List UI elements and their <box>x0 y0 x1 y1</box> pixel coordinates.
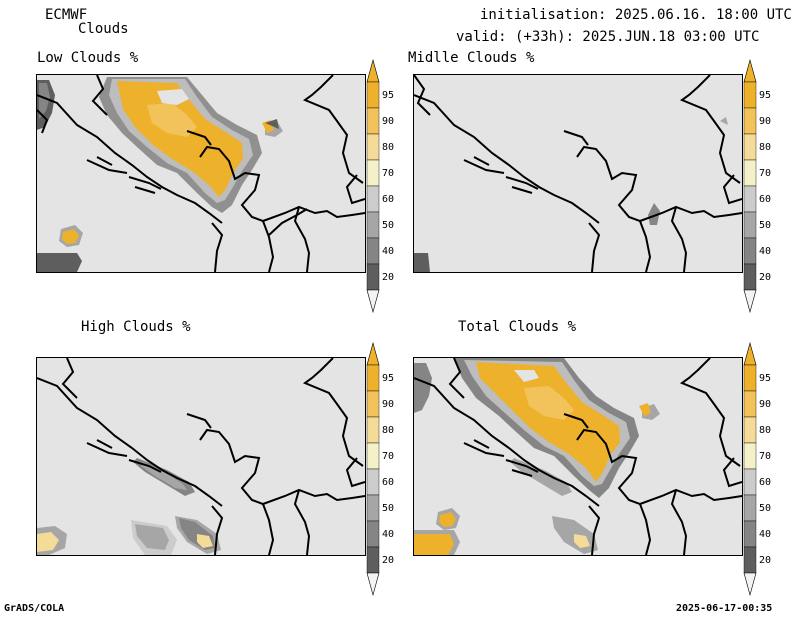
colorbar-label: 95 <box>759 373 771 384</box>
colorbar-swatch-20 <box>366 263 380 291</box>
colorbar-label: 70 <box>759 168 771 179</box>
colorbar-swatch-80 <box>743 416 757 444</box>
colorbar-label: 90 <box>759 399 771 410</box>
colorbar-top-arrow <box>743 58 757 83</box>
colorbar-low: 95 90 80 70 60 50 40 20 <box>364 58 408 314</box>
colorbar-label: 60 <box>382 194 394 205</box>
colorbar-label: 20 <box>382 272 394 283</box>
colorbar-label: 20 <box>759 272 771 283</box>
colorbar-high: 95 90 80 70 60 50 40 20 <box>364 341 408 597</box>
colorbar-label: 50 <box>759 503 771 514</box>
colorbar-swatch-70 <box>743 442 757 470</box>
low-clouds-title: Low Clouds % <box>37 50 139 66</box>
middle-clouds-title: Midlle Clouds % <box>408 50 535 66</box>
colorbar-swatch-90 <box>366 390 380 418</box>
colorbar-top-arrow <box>366 341 380 366</box>
colorbar-swatch-40 <box>366 520 380 548</box>
colorbar-swatch-90 <box>743 390 757 418</box>
colorbar-top-arrow <box>366 58 380 83</box>
colorbar-top-arrow <box>743 341 757 366</box>
colorbar-label: 60 <box>759 477 771 488</box>
colorbar-label: 50 <box>382 220 394 231</box>
colorbar-swatch-50 <box>366 211 380 239</box>
colorbar-swatch-95 <box>743 364 757 392</box>
colorbar-bottom-arrow <box>366 289 380 314</box>
colorbar-swatch-70 <box>366 159 380 187</box>
colorbar-swatch-95 <box>366 364 380 392</box>
total-clouds-map <box>413 357 743 556</box>
footer-software: GrADS/COLA <box>4 603 65 614</box>
valid-time: valid: (+33h): 2025.JUN.18 03:00 UTC <box>456 29 760 45</box>
colorbar-label: 60 <box>759 194 771 205</box>
colorbar-swatch-60 <box>743 468 757 496</box>
colorbar-swatch-95 <box>366 81 380 109</box>
colorbar-swatch-40 <box>743 237 757 265</box>
colorbar-label: 80 <box>382 425 394 436</box>
high-clouds-title: High Clouds % <box>81 319 191 335</box>
colorbar-swatch-40 <box>366 237 380 265</box>
colorbar-swatch-80 <box>743 133 757 161</box>
colorbar-label: 80 <box>382 142 394 153</box>
colorbar-swatch-80 <box>366 133 380 161</box>
colorbar-swatch-50 <box>743 494 757 522</box>
colorbar-label: 40 <box>759 529 771 540</box>
colorbar-label: 90 <box>382 116 394 127</box>
colorbar-swatch-20 <box>743 546 757 574</box>
colorbar-swatch-95 <box>743 81 757 109</box>
middle-clouds-map <box>413 74 743 273</box>
colorbar-label: 20 <box>759 555 771 566</box>
colorbar-bottom-arrow <box>743 289 757 314</box>
footer-timestamp: 2025-06-17-00:35 <box>676 603 773 614</box>
borders <box>414 75 742 272</box>
colorbar-swatch-70 <box>743 159 757 187</box>
colorbar-bottom-arrow <box>743 572 757 597</box>
colorbar-swatch-50 <box>366 494 380 522</box>
colorbar-label: 40 <box>382 246 394 257</box>
colorbar-middle: 95 90 80 70 60 50 40 20 <box>741 58 785 314</box>
colorbar-label: 90 <box>382 399 394 410</box>
colorbar-label: 90 <box>759 116 771 127</box>
colorbar-swatch-20 <box>743 263 757 291</box>
colorbar-label: 80 <box>759 425 771 436</box>
colorbar-swatch-20 <box>366 546 380 574</box>
colorbar-swatch-70 <box>366 442 380 470</box>
low-clouds-map <box>36 74 366 273</box>
colorbar-swatch-90 <box>743 107 757 135</box>
colorbar-swatch-60 <box>366 468 380 496</box>
colorbar-label: 95 <box>759 90 771 101</box>
colorbar-swatch-90 <box>366 107 380 135</box>
colorbar-label: 50 <box>759 220 771 231</box>
borders <box>414 358 742 555</box>
colorbar-label: 95 <box>382 90 394 101</box>
borders <box>37 358 365 555</box>
colorbar-swatch-60 <box>743 185 757 213</box>
colorbar-label: 20 <box>382 555 394 566</box>
borders <box>37 75 365 272</box>
total-clouds-title: Total Clouds % <box>458 319 577 335</box>
colorbar-swatch-60 <box>366 185 380 213</box>
colorbar-label: 70 <box>759 451 771 462</box>
colorbar-label: 50 <box>382 503 394 514</box>
colorbar-label: 95 <box>382 373 394 384</box>
cloud-cover-fill <box>37 77 283 272</box>
colorbar-label: 70 <box>382 451 394 462</box>
colorbar-label: 40 <box>382 529 394 540</box>
colorbar-label: 40 <box>759 246 771 257</box>
colorbar-swatch-80 <box>366 416 380 444</box>
high-clouds-map <box>36 357 366 556</box>
model-name: ECMWF <box>45 7 88 23</box>
product-name: Clouds <box>78 21 129 37</box>
colorbar-bottom-arrow <box>366 572 380 597</box>
init-time: initialisation: 2025.06.16. 18:00 UTC <box>480 7 792 23</box>
colorbar-swatch-40 <box>743 520 757 548</box>
cloud-cover-fill <box>414 358 660 555</box>
colorbar-label: 70 <box>382 168 394 179</box>
colorbar-label: 80 <box>759 142 771 153</box>
cloud-cover-fill <box>37 458 221 555</box>
cloud-cover-fill <box>414 117 728 272</box>
colorbar-total: 95 90 80 70 60 50 40 20 <box>741 341 785 597</box>
colorbar-swatch-50 <box>743 211 757 239</box>
colorbar-label: 60 <box>382 477 394 488</box>
